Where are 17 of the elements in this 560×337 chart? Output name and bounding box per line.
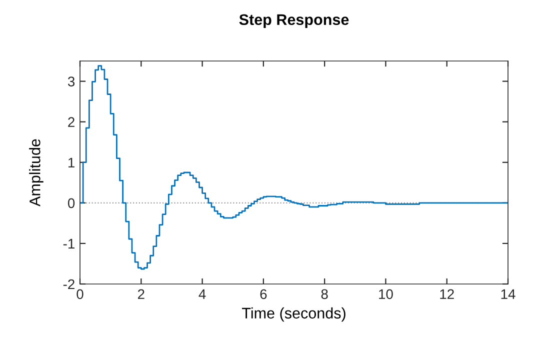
x-tick-label: 6 (260, 289, 267, 300)
y-tick-label: 1 (68, 158, 74, 168)
chart-title: Step Response (239, 14, 349, 28)
x-tick-label: 2 (138, 289, 144, 299)
y-axis-title: Amplitude (29, 139, 44, 206)
y-tick-label: 2 (68, 117, 74, 127)
x-tick-label: 14 (501, 289, 516, 299)
x-tick-label: 12 (440, 289, 454, 299)
y-tick-label: -2 (63, 279, 74, 290)
x-tick-label: 0 (76, 289, 84, 300)
x-tick-label: 4 (198, 289, 206, 299)
y-tick-label: 0 (68, 198, 75, 208)
y-tick-label: 3 (68, 76, 75, 86)
x-tick-label: 10 (379, 289, 393, 300)
x-tick-label: 8 (321, 289, 328, 300)
x-axis-title: Time (seconds) (242, 307, 346, 322)
y-tick-label: -1 (63, 238, 74, 248)
